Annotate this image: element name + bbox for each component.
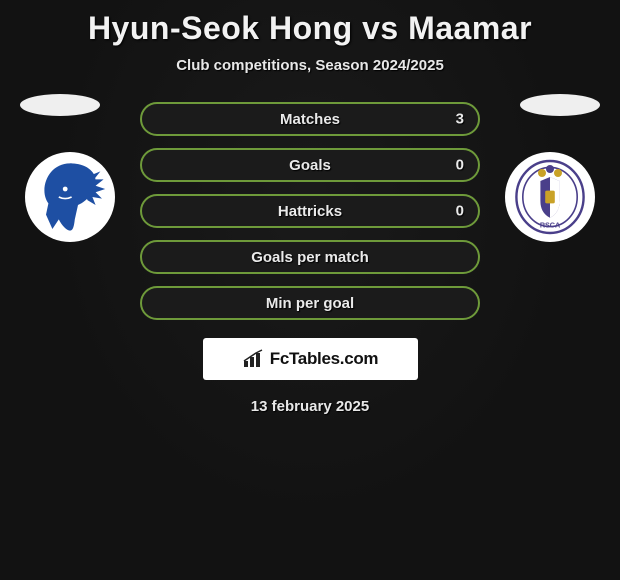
player-photo-right: [520, 94, 600, 116]
stat-value-right: 3: [456, 111, 464, 128]
comparison-area: RSCA Matches 3 Goals 0 Hattricks 0 Goals per m…: [0, 102, 620, 320]
stat-rows: Matches 3 Goals 0 Hattricks 0 Goals per match M…: [140, 102, 480, 320]
club-badge-right: RSCA: [505, 152, 595, 242]
stat-value-right: 0: [456, 203, 464, 220]
stat-label: Matches: [280, 111, 340, 128]
stat-label: Goals: [289, 157, 331, 174]
player-photo-left: [20, 94, 100, 116]
stat-row: Goals 0: [140, 148, 480, 182]
stat-value-right: 0: [456, 157, 464, 174]
brand-label: FcTables.com: [270, 349, 379, 369]
subtitle: Club competitions, Season 2024/2025: [0, 57, 620, 74]
brand-box[interactable]: FcTables.com: [203, 338, 418, 380]
stat-label: Min per goal: [266, 295, 354, 312]
anderlecht-icon: RSCA: [510, 157, 590, 237]
stat-row: Goals per match: [140, 240, 480, 274]
club-badge-left: [25, 152, 115, 242]
stat-row: Matches 3: [140, 102, 480, 136]
date-label: 13 february 2025: [0, 398, 620, 415]
stat-label: Goals per match: [251, 249, 369, 266]
stat-label: Hattricks: [278, 203, 342, 220]
svg-text:RSCA: RSCA: [540, 220, 560, 229]
page-title: Hyun-Seok Hong vs Maamar: [0, 0, 620, 47]
stat-row: Min per goal: [140, 286, 480, 320]
brand-bars-icon: [242, 349, 266, 369]
stat-row: Hattricks 0: [140, 194, 480, 228]
indian-head-icon: [30, 157, 110, 237]
